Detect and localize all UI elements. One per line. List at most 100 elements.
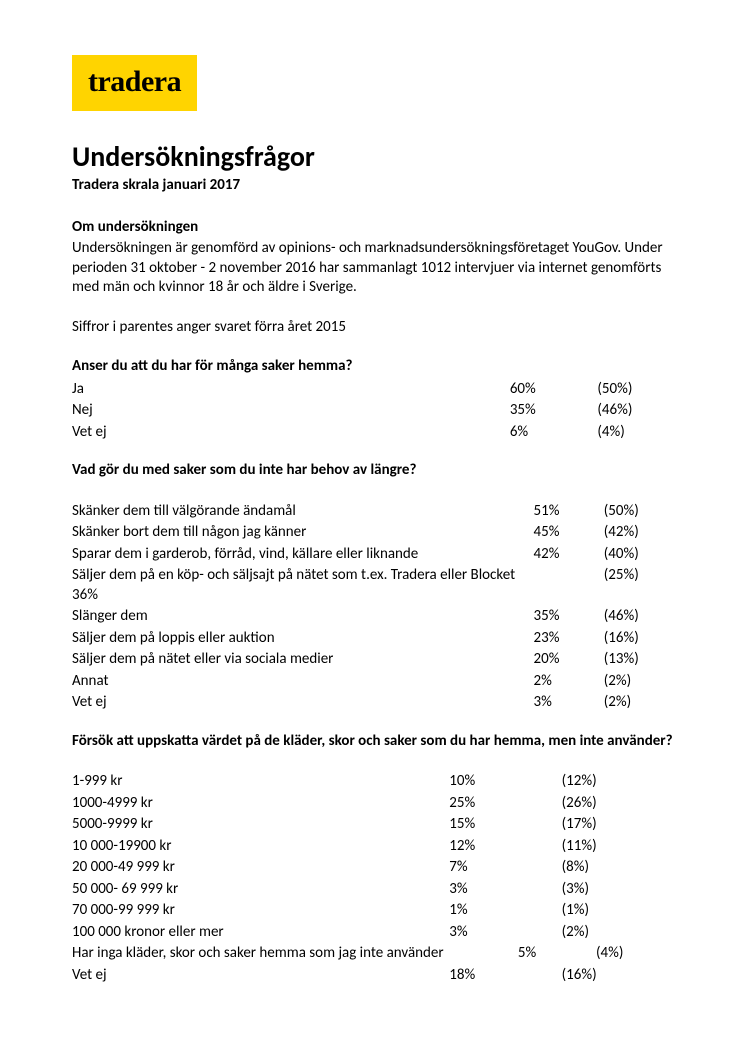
table-row: Skänker dem till välgörande ändamål 51% … (72, 501, 674, 523)
row-prev: (13%) (604, 649, 674, 671)
table-row: Vet ej 3% (2%) (72, 692, 674, 714)
row-value: 3% (449, 922, 561, 944)
q3-tbody: 1-999 kr 10% (12%) 1000-4999 kr 25% (26%… (72, 771, 674, 943)
row-value: 3% (449, 879, 561, 901)
row-value: 23% (534, 628, 604, 650)
row-label: 1000-4999 kr (72, 793, 449, 815)
table-row: Vet ej 18% (16%) (72, 965, 674, 987)
row-prev: (17%) (562, 814, 674, 836)
q2-table: Skänker dem till välgörande ändamål 51% … (72, 501, 674, 714)
q3-last-row-table: Vet ej 18% (16%) (72, 965, 674, 987)
row-prev: (16%) (604, 628, 674, 650)
row-value: 12% (449, 836, 561, 858)
row-label: 1-999 kr (72, 771, 449, 793)
row-value: 45% (534, 522, 604, 544)
table-row: Sparar dem i garderob, förråd, vind, käl… (72, 544, 674, 566)
row-label: Slänger dem (72, 606, 534, 628)
page: tradera Undersökningsfrågor Tradera skra… (0, 0, 746, 1056)
table-row: 10 000-19900 kr 12% (11%) (72, 836, 674, 858)
row-label: Vet ej (72, 692, 534, 714)
row-prev: (2%) (562, 922, 674, 944)
q3-table: 1-999 kr 10% (12%) 1000-4999 kr 25% (26%… (72, 771, 674, 943)
table-row: Säljer dem på loppis eller auktion 23% (… (72, 628, 674, 650)
table-row: 70 000-99 999 kr 1% (1%) (72, 900, 674, 922)
table-row: Annat 2% (2%) (72, 671, 674, 693)
table-row: Har inga kläder, skor och saker hemma so… (72, 943, 674, 965)
table-row: 1-999 kr 10% (12%) (72, 771, 674, 793)
row-prev: (2%) (604, 671, 674, 693)
row-value: 6% (510, 422, 598, 444)
row-prev: (50%) (604, 501, 674, 523)
row-label: 20 000-49 999 kr (72, 857, 449, 879)
row-prev: (16%) (562, 965, 674, 987)
table-row: 1000-4999 kr 25% (26%) (72, 793, 674, 815)
row-label: Säljer dem på loppis eller auktion (72, 628, 534, 650)
row-value: 20% (534, 649, 604, 671)
row-prev: (26%) (562, 793, 674, 815)
q3-long-row-table: Har inga kläder, skor och saker hemma so… (72, 943, 674, 965)
table-row: Skänker bort dem till någon jag känner 4… (72, 522, 674, 544)
row-prev: (4%) (597, 422, 674, 444)
row-prev: (8%) (562, 857, 674, 879)
row-prev: (4%) (596, 943, 674, 965)
row-label: 50 000- 69 999 kr (72, 879, 449, 901)
row-prev: (46%) (597, 400, 674, 422)
row-value: 35% (534, 606, 604, 628)
row-label: Säljer dem på en köp- och säljsajt på nä… (72, 565, 534, 606)
q1-tbody: Ja 60% (50%) Nej 35% (46%) Vet ej 6% (4%… (72, 379, 674, 444)
row-label: 10 000-19900 kr (72, 836, 449, 858)
q2-tbody: Skänker dem till välgörande ändamål 51% … (72, 501, 674, 714)
page-title: Undersökningsfrågor (72, 139, 674, 174)
row-value: 51% (534, 501, 604, 523)
table-row: Vet ej 6% (4%) (72, 422, 674, 444)
row-value: 2% (534, 671, 604, 693)
row-label: Skänker dem till välgörande ändamål (72, 501, 534, 523)
table-row: Nej 35% (46%) (72, 400, 674, 422)
row-value: 7% (449, 857, 561, 879)
table-row: 100 000 kronor eller mer 3% (2%) (72, 922, 674, 944)
row-value: 42% (534, 544, 604, 566)
row-value: 25% (449, 793, 561, 815)
row-value: 35% (510, 400, 598, 422)
table-row: 50 000- 69 999 kr 3% (3%) (72, 879, 674, 901)
row-label: Vet ej (72, 965, 449, 987)
q1-heading: Anser du att du har för många saker hemm… (72, 357, 674, 377)
row-prev: (11%) (562, 836, 674, 858)
logo-text: tradera (88, 65, 181, 98)
row-prev: (1%) (562, 900, 674, 922)
q1-table: Ja 60% (50%) Nej 35% (46%) Vet ej 6% (4%… (72, 379, 674, 444)
table-row: Säljer dem på en köp- och säljsajt på nä… (72, 565, 674, 606)
table-row: Ja 60% (50%) (72, 379, 674, 401)
table-row: 5000-9999 kr 15% (17%) (72, 814, 674, 836)
row-prev: (40%) (604, 544, 674, 566)
row-label: 100 000 kronor eller mer (72, 922, 449, 944)
row-value (534, 565, 604, 606)
table-row: Säljer dem på nätet eller via sociala me… (72, 649, 674, 671)
row-value: 60% (510, 379, 598, 401)
table-row: Slänger dem 35% (46%) (72, 606, 674, 628)
q2-heading: Vad gör du med saker som du inte har beh… (72, 461, 674, 481)
row-prev: (2%) (604, 692, 674, 714)
row-prev: (50%) (597, 379, 674, 401)
row-prev: (3%) (562, 879, 674, 901)
row-label: Säljer dem på nätet eller via sociala me… (72, 649, 534, 671)
row-prev: (42%) (604, 522, 674, 544)
table-row: 20 000-49 999 kr 7% (8%) (72, 857, 674, 879)
row-prev: (46%) (604, 606, 674, 628)
row-label: Sparar dem i garderob, förråd, vind, käl… (72, 544, 534, 566)
row-prev: (12%) (562, 771, 674, 793)
row-prev: (25%) (604, 565, 674, 606)
row-label: Annat (72, 671, 534, 693)
about-heading: Om undersökningen (72, 218, 674, 238)
row-label: 5000-9999 kr (72, 814, 449, 836)
q3-heading: Försök att uppskatta värdet på de kläder… (72, 732, 674, 752)
row-label: Ja (72, 379, 510, 401)
row-label: Har inga kläder, skor och saker hemma so… (72, 943, 518, 965)
row-value: 3% (534, 692, 604, 714)
row-label: Nej (72, 400, 510, 422)
row-value: 10% (449, 771, 561, 793)
row-value: 18% (449, 965, 561, 987)
row-label: Skänker bort dem till någon jag känner (72, 522, 534, 544)
page-subtitle: Tradera skrala januari 2017 (72, 176, 674, 196)
row-value: 15% (449, 814, 561, 836)
